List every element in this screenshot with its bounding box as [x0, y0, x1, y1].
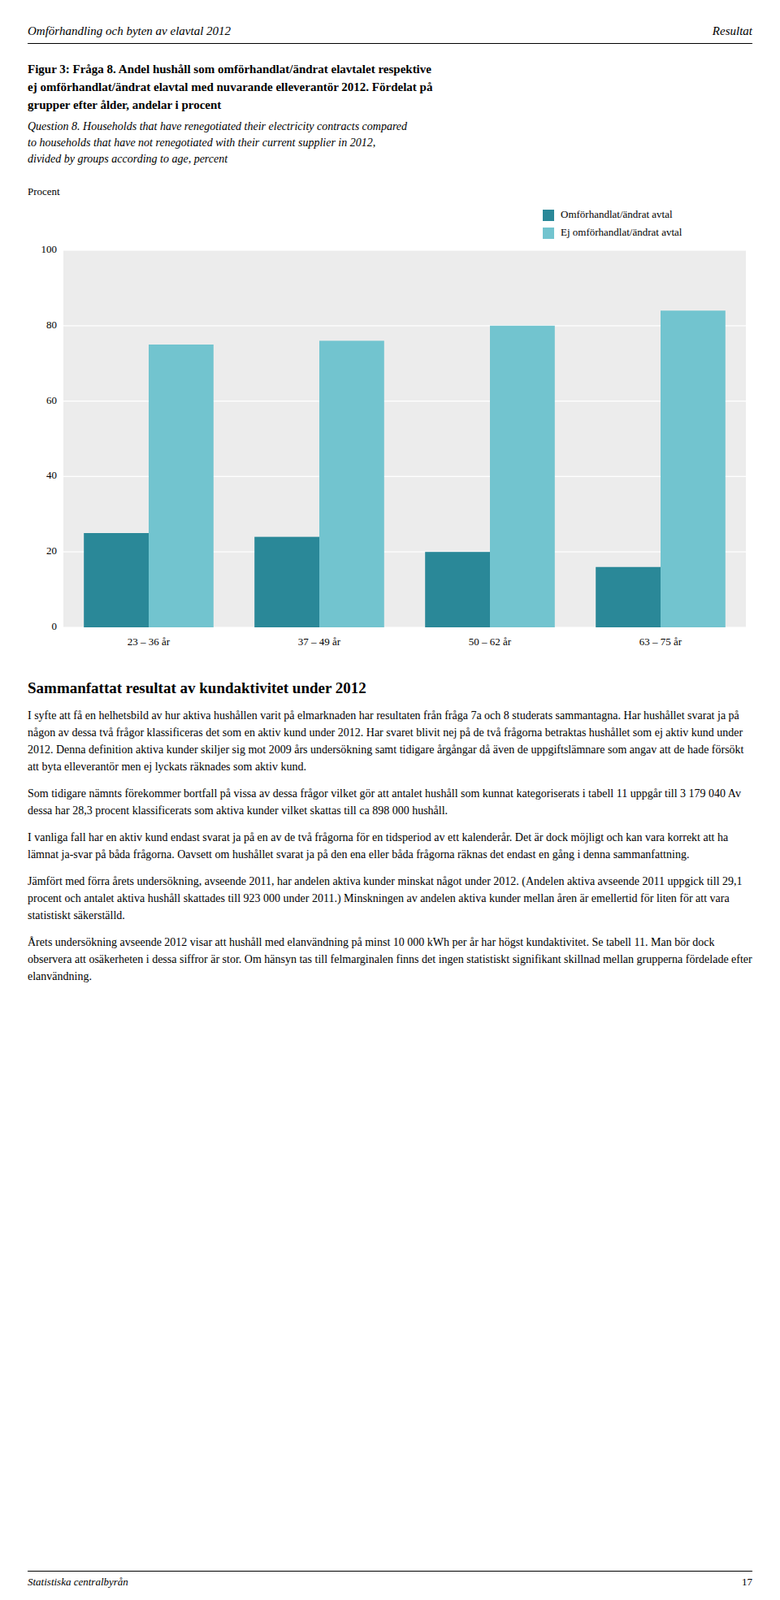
header-right: Resultat: [712, 24, 753, 39]
caption-italic-line: Question 8. Households that have renegot…: [27, 118, 753, 135]
caption-italic-line: divided by groups according to age, perc…: [27, 151, 753, 168]
body-paragraph: Som tidigare nämnts förekommer bortfall …: [27, 784, 753, 819]
legend-swatch: [542, 209, 555, 221]
y-tick-label: 20: [46, 544, 57, 557]
bar: [148, 344, 214, 628]
header-title: Omförhandling och byten av elavtal 2012: [27, 24, 231, 39]
bars: [83, 310, 726, 628]
grid-line: [63, 325, 746, 326]
legend-swatch: [542, 227, 555, 239]
x-tick-label: 63 – 75 år: [639, 635, 683, 648]
x-tick-label: 50 – 62 år: [468, 635, 512, 648]
caption: Figur 3: Fråga 8. Andel hushåll som omfö…: [27, 60, 753, 168]
page-number: 17: [741, 1575, 753, 1589]
body-paragraph: I syfte att få en helhetsbild av hur akt…: [27, 706, 753, 776]
y-tick-label: 60: [46, 394, 57, 407]
page: Omförhandling och byten av elavtal 2012 R…: [27, 24, 753, 985]
footer: Statistiska centralbyrån 17: [27, 1570, 753, 1589]
y-tick-label: 80: [46, 318, 57, 331]
caption-bold-line: grupper efter ålder, andelar i procent: [27, 95, 753, 114]
bar: [424, 551, 490, 628]
body-paragraph: Årets undersökning avseende 2012 visar a…: [27, 933, 753, 985]
bar: [319, 340, 385, 628]
bar-chart: 0 20 40 60 80 100 23 – 36 år 37 – 49 år 50 – 62 …: [27, 201, 753, 657]
x-tick-label: 37 – 49 år: [298, 635, 342, 648]
grid-line: [63, 249, 746, 251]
y-tick-label: 40: [46, 468, 57, 481]
body-paragraph: Jämfört med förra årets undersökning, av…: [27, 872, 753, 924]
section-title: Sammanfattat resultat av kundaktivitet u…: [27, 679, 753, 698]
y-tick-label: 100: [41, 242, 58, 256]
caption-italic: Question 8. Households that have renegot…: [27, 118, 753, 168]
footer-left: Statistiska centralbyrån: [27, 1575, 129, 1589]
plot-background: [63, 250, 746, 628]
caption-bold-line: ej omförhandlat/ändrat elavtal med nuvar…: [27, 78, 753, 96]
legend-label: Omförhandlat/ändrat avtal: [560, 208, 673, 221]
bar: [489, 325, 555, 628]
y-axis-label: Procent: [27, 185, 753, 199]
bar: [83, 533, 149, 628]
x-tick-label: 23 – 36 år: [127, 635, 171, 648]
body-paragraph: I vanliga fall har en aktiv kund endast …: [27, 828, 753, 863]
header: Omförhandling och byten av elavtal 2012 R…: [27, 24, 753, 44]
caption-bold-line: Figur 3: Fråga 8. Andel hushåll som omfö…: [27, 60, 753, 78]
bar: [254, 537, 320, 628]
bar: [660, 310, 726, 628]
caption-italic-line: to households that have not renegotiated…: [27, 134, 753, 152]
legend-label: Ej omförhandlat/ändrat avtal: [560, 225, 683, 239]
bar: [595, 567, 661, 628]
y-tick-label: 0: [52, 619, 58, 633]
legend: Omförhandlat/ändrat avtal Ej omförhandlat…: [542, 208, 683, 239]
